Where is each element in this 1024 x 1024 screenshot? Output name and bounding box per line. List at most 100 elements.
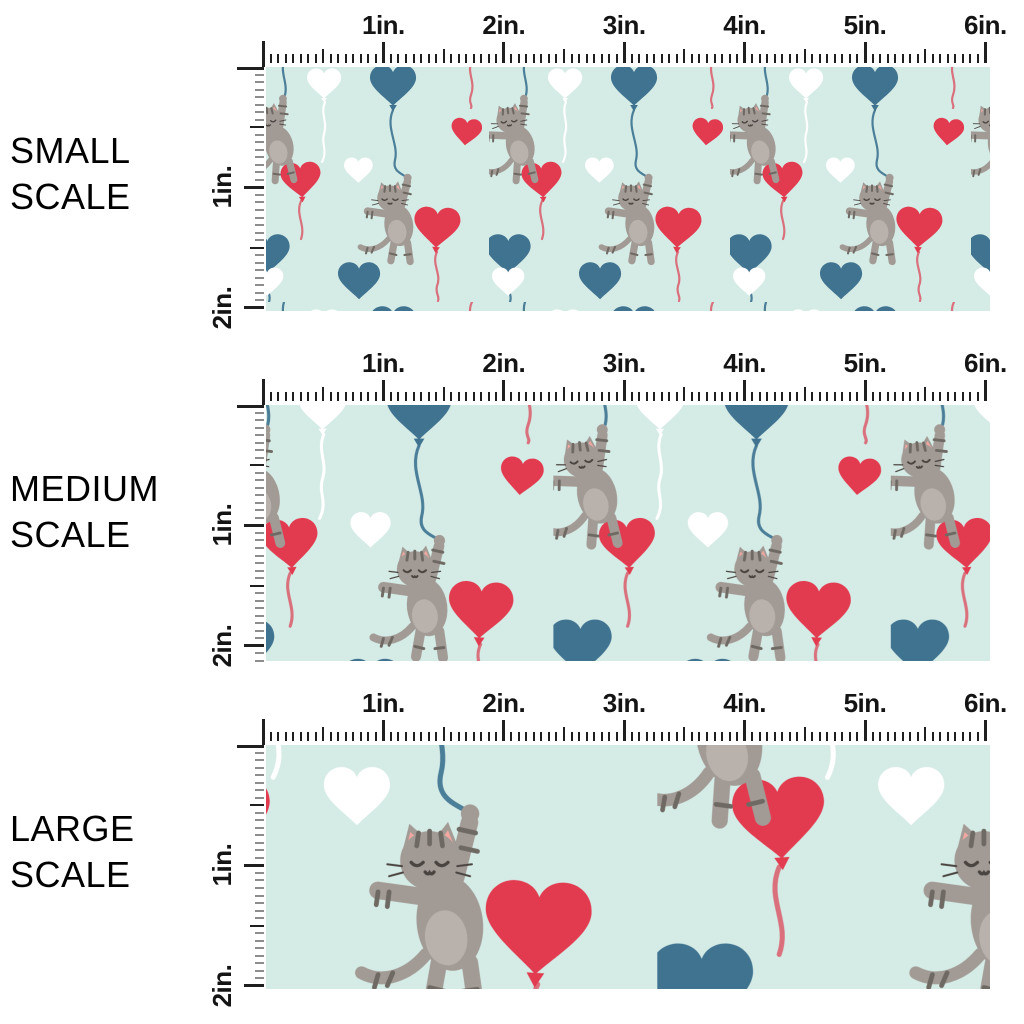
ruler-tick: [961, 54, 964, 63]
ruler-tick: [886, 732, 889, 741]
ruler-tick: [901, 732, 904, 741]
ruler-tick: [818, 732, 821, 741]
ruler-tick: [255, 208, 264, 211]
ruler-tick: [480, 54, 483, 63]
ruler-tick: [322, 49, 325, 63]
ruler-tick: [773, 392, 776, 401]
ruler-tick: [645, 732, 648, 741]
ruler-tick: [255, 622, 264, 625]
ruler-tick: [683, 49, 686, 63]
ruler-tick: [255, 577, 264, 580]
ruler-tick: [244, 523, 264, 527]
ruler-tick: [668, 732, 671, 741]
ruler-tick: [976, 54, 979, 63]
ruler-tick: [540, 54, 543, 63]
ruler-tick: [255, 607, 264, 610]
ruler-inch-label: 2in.: [207, 964, 237, 1008]
ruler-tick: [244, 306, 264, 310]
ruler-tick: [255, 909, 264, 912]
scale-row-large: LARGE SCALE 1in. 2in. 3in. 4in. 5in. 6in. 1in…: [0, 678, 1024, 1008]
ruler-tick: [946, 392, 949, 401]
ruler-tick: [728, 54, 731, 63]
ruler-tick: [381, 720, 385, 741]
ruler-tick: [781, 732, 784, 741]
ruler-tick: [420, 54, 423, 63]
ruler-tick: [886, 54, 889, 63]
ruler-tick: [954, 54, 957, 63]
ruler-inch-label: 2in.: [482, 10, 526, 40]
ruler-tick: [255, 434, 264, 437]
ruler-tick: [255, 531, 264, 534]
ruler-tick: [728, 732, 731, 741]
ruler-tick: [863, 42, 867, 63]
ruler-tick: [578, 54, 581, 63]
ruler-tick: [344, 732, 347, 741]
ruler-tick: [389, 392, 392, 401]
ruler-tick: [381, 380, 385, 401]
ruler-tick: [450, 732, 453, 741]
vertical-ruler-labels: 1in. 2in.: [196, 745, 237, 1015]
ruler-tick: [435, 392, 438, 401]
ruler-tick: [255, 269, 264, 272]
ruler-tick: [255, 774, 264, 777]
ruler-tick: [660, 392, 663, 401]
ruler-tick: [344, 54, 347, 63]
ruler-tick: [255, 554, 264, 557]
ruler-tick: [615, 54, 618, 63]
ruler-tick: [766, 732, 769, 741]
ruler-tick: [255, 494, 264, 497]
fabric-swatch-medium: [266, 405, 990, 661]
ruler-tick: [442, 727, 445, 741]
ruler-tick: [255, 148, 264, 151]
ruler-tick: [961, 732, 964, 741]
ruler-tick: [502, 380, 506, 401]
ruler-tick: [796, 732, 799, 741]
ruler-tick: [766, 392, 769, 401]
ruler-tick: [615, 392, 618, 401]
ruler-tick: [389, 732, 392, 741]
ruler-tick: [255, 224, 264, 227]
ruler-tick: [255, 592, 264, 595]
ruler-tick: [931, 54, 934, 63]
ruler-tick: [946, 54, 949, 63]
ruler-tick: [939, 54, 942, 63]
ruler-tick: [480, 732, 483, 741]
ruler-tick: [255, 789, 264, 792]
ruler-tick: [901, 392, 904, 401]
ruler-tick: [299, 732, 302, 741]
ruler-tick: [344, 392, 347, 401]
scale-label-small: SMALL SCALE: [10, 128, 131, 220]
ruler-tick: [788, 392, 791, 401]
ruler-inch-label: 6in.: [963, 10, 1007, 40]
ruler-tick: [638, 732, 641, 741]
ruler-tick: [916, 732, 919, 741]
ruler-tick: [322, 387, 325, 401]
ruler-inch-label: 1in.: [361, 10, 405, 40]
ruler-tick: [615, 732, 618, 741]
ruler-tick: [255, 216, 264, 219]
ruler-tick: [796, 54, 799, 63]
ruler-tick: [638, 392, 641, 401]
ruler-tick: [420, 392, 423, 401]
ruler-tick: [803, 49, 806, 63]
ruler-tick: [314, 732, 317, 741]
ruler-tick: [728, 392, 731, 401]
ruler-tick: [924, 727, 927, 741]
ruler-tick: [255, 141, 264, 144]
ruler-tick: [255, 111, 264, 114]
ruler-tick: [255, 426, 264, 429]
ruler-tick: [871, 54, 874, 63]
ruler-tick: [329, 732, 332, 741]
scale-label-line: SCALE: [10, 176, 131, 217]
ruler-tick: [359, 392, 362, 401]
ruler-tick: [292, 54, 295, 63]
ruler-tick: [894, 732, 897, 741]
ruler-tick: [983, 42, 987, 63]
scale-label-medium: MEDIUM SCALE: [10, 466, 159, 558]
ruler-tick: [924, 49, 927, 63]
ruler-tick: [608, 54, 611, 63]
ruler-inch-label: 1in.: [207, 504, 237, 547]
ruler-tick: [983, 720, 987, 741]
ruler-tick: [255, 834, 264, 837]
